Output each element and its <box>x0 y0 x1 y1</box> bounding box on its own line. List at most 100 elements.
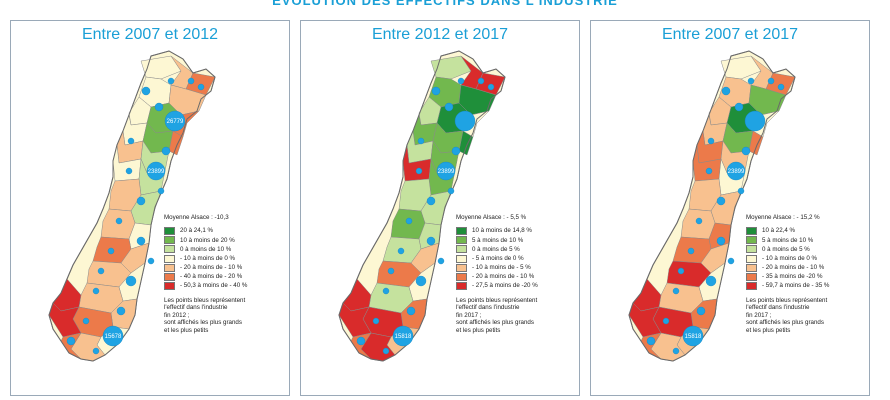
workforce-bubble <box>487 83 495 91</box>
legend-item: 0 à moins de 5 % <box>456 245 538 254</box>
legend-item: - 10 à moins de 0 % <box>164 254 247 263</box>
legend-swatch <box>746 263 757 272</box>
legend-swatch <box>164 227 175 236</box>
legend-swatch <box>456 254 467 263</box>
legend-title: Moyenne Alsace : -10,3 <box>164 214 229 221</box>
alsace-map: 23899 15818 <box>628 50 796 362</box>
workforce-bubble <box>187 77 195 85</box>
workforce-bubble <box>157 187 165 195</box>
legend-swatch <box>746 236 757 245</box>
legend-item: 5 à moins de 10 % <box>456 236 538 245</box>
workforce-bubble <box>92 347 100 355</box>
workforce-bubble <box>147 257 155 265</box>
workforce-bubble <box>672 287 680 295</box>
bubble-label: 23899 <box>728 169 745 175</box>
bubble-label: 15818 <box>395 334 412 340</box>
region-border <box>628 50 796 362</box>
legend-label: 20 à 24,1 % <box>180 227 214 235</box>
main-title: ÉVOLUTION DES EFFECTIFS DANS L'INDUSTRIE <box>272 0 618 8</box>
workforce-bubble <box>767 77 775 85</box>
workforce-bubble <box>436 161 456 181</box>
legend-swatch <box>746 254 757 263</box>
legend-swatch <box>164 236 175 245</box>
legend-label: - 50,3 à moins de - 40 % <box>180 282 248 290</box>
workforce-bubble <box>82 317 90 325</box>
workforce-bubble <box>695 217 703 225</box>
workforce-bubble <box>741 146 751 156</box>
legend-item: - 27,5 à moins de -20 % <box>456 282 538 291</box>
alsace-map: 23899 15818 <box>338 50 506 362</box>
workforce-bubble <box>426 196 436 206</box>
workforce-bubble <box>716 196 726 206</box>
workforce-bubble <box>372 317 380 325</box>
map-panel-2: Entre 2012 et 2017 23899 15818 Moyenne Alsa… <box>300 20 580 396</box>
legend-item: - 20 à moins de - 10 % <box>456 272 538 281</box>
workforce-bubble <box>646 336 656 346</box>
workforce-bubble <box>457 77 465 85</box>
legend-swatch <box>456 282 467 291</box>
workforce-bubble <box>437 257 445 265</box>
workforce-bubble <box>387 267 395 275</box>
workforce-bubble <box>382 287 390 295</box>
workforce-bubble <box>356 336 366 346</box>
legend-label: - 35 à moins de -20 % <box>762 273 823 281</box>
legend-item: - 10 à moins de 0 % <box>746 254 829 263</box>
workforce-bubble <box>726 161 746 181</box>
workforce-bubble <box>444 102 454 112</box>
legend-title: Moyenne Alsace : - 5,5 % <box>456 214 527 221</box>
workforce-bubble <box>116 306 126 316</box>
workforce-bubble <box>136 196 146 206</box>
legend-item: 10 à moins de 20 % <box>164 236 247 245</box>
workforce-bubble <box>415 167 423 175</box>
legend-title: Moyenne Alsace : - 15,2 % <box>746 214 820 221</box>
legend-label: - 20 à moins de - 10 % <box>762 264 825 272</box>
workforce-bubble <box>397 247 405 255</box>
workforce-bubble <box>154 102 164 112</box>
legend-swatch <box>746 227 757 236</box>
bubble-label: 15818 <box>685 334 702 340</box>
workforce-bubble <box>682 325 704 347</box>
workforce-bubble <box>454 110 476 132</box>
legend-note: Les points bleus représentent l'effectif… <box>164 296 246 334</box>
legend-item: - 20 à moins de - 10 % <box>746 263 829 272</box>
workforce-bubble <box>451 146 461 156</box>
legend-label: 10 à 22,4 % <box>762 227 796 235</box>
commune-area <box>168 130 184 156</box>
workforce-bubble <box>405 217 413 225</box>
legend-swatch <box>746 272 757 281</box>
workforce-bubble <box>97 267 105 275</box>
workforce-bubble <box>705 167 713 175</box>
workforce-bubble <box>406 306 416 316</box>
workforce-bubble <box>115 217 123 225</box>
bubble-label: 23899 <box>438 169 455 175</box>
workforce-bubble <box>141 86 151 96</box>
bubble-label: 15678 <box>105 334 122 340</box>
workforce-bubble <box>426 236 436 246</box>
workforce-bubble <box>707 137 715 145</box>
workforce-bubble <box>417 137 425 145</box>
workforce-bubble <box>705 275 717 287</box>
legend-item: - 59,7 à moins de - 35 % <box>746 282 829 291</box>
map-legend: Moyenne Alsace : -10,3 20 à 24,1 % 10 à mo… <box>164 214 247 334</box>
legend-label: - 20 à moins de - 10 % <box>180 264 243 272</box>
commune-area <box>458 130 474 156</box>
workforce-bubble <box>672 347 680 355</box>
map-title: Entre 2007 et 2017 <box>661 26 799 43</box>
map-legend: Moyenne Alsace : - 15,2 % 10 à 22,4 % 5 à … <box>746 214 829 334</box>
legend-label: 5 à moins de 10 % <box>762 236 814 244</box>
legend-swatch <box>456 227 467 236</box>
workforce-bubble <box>167 77 175 85</box>
workforce-bubble <box>66 336 76 346</box>
workforce-bubble <box>734 102 744 112</box>
legend-label: - 20 à moins de - 10 % <box>472 273 535 281</box>
legend-swatch <box>164 263 175 272</box>
bubble-label: 26779 <box>167 119 184 125</box>
legend-item: 10 à moins de 14,8 % <box>456 226 538 236</box>
legend-label: - 10 à moins de 0 % <box>180 254 236 262</box>
legend-label: 10 à moins de 20 % <box>180 236 235 244</box>
legend-label: - 5 à moins de 0 % <box>472 254 524 262</box>
map-title: Entre 2007 et 2012 <box>81 26 219 43</box>
legend-swatch <box>164 245 175 254</box>
legend-swatch <box>456 263 467 272</box>
legend-note: Les points bleus représentent l'effectif… <box>746 296 828 334</box>
